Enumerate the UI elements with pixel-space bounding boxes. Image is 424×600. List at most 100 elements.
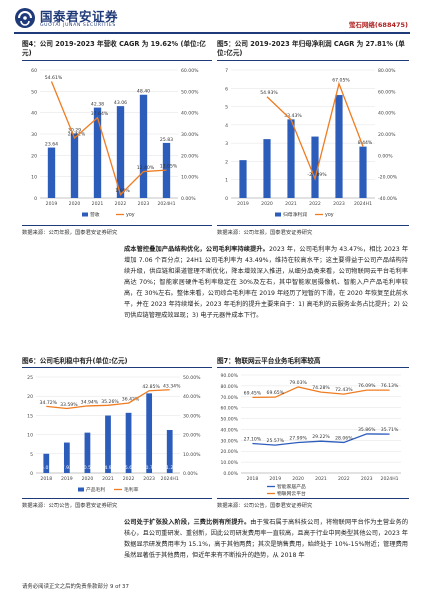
bar-data-label: 23.64 xyxy=(45,142,58,148)
line-data-label: 74.28% xyxy=(312,385,330,391)
x-tick-label: 2020 xyxy=(292,476,304,482)
y-tick-left: 60 xyxy=(31,68,37,74)
y-tick: 10.00% xyxy=(220,460,238,466)
line-data-label: 33.43% xyxy=(284,113,302,119)
fig7-title-rule xyxy=(217,367,409,368)
y-tick-right: 20.00% xyxy=(181,153,199,159)
x-tick-label: 2020 xyxy=(261,201,273,207)
y-tick-left: 20 xyxy=(27,394,33,400)
line-data-label: 28.06% xyxy=(335,435,353,441)
x-tick-label: 2022 xyxy=(115,201,127,207)
fig4-title-rule xyxy=(22,60,212,61)
x-tick-label: 2022 xyxy=(338,476,350,482)
y-tick-right: 40.00% xyxy=(378,111,396,117)
legend-swatch-bar xyxy=(275,212,281,217)
y-tick: 20.00% xyxy=(220,449,238,455)
paragraph2-lead: 公司处于扩张投入阶段，三费比例有所提升。 xyxy=(124,519,251,526)
fig5-source: 数据来源：公司年报，国泰君安证券研究 xyxy=(217,230,313,236)
legend-label: 产品毛利 xyxy=(86,486,105,493)
line-data-label: 67.05% xyxy=(332,77,350,83)
fig5-title-rule xyxy=(217,60,409,61)
line-data-label: 54.61% xyxy=(45,75,63,81)
y-tick-left: 7 xyxy=(225,68,228,74)
line-data-label: 27.99% xyxy=(289,436,307,442)
y-tick-left: 5 xyxy=(225,105,228,111)
y-tick-left: 1 xyxy=(225,178,228,184)
line-data-label: 8.44% xyxy=(358,140,373,146)
x-tick-label: 2021 xyxy=(315,476,327,482)
y-tick: 30.00% xyxy=(220,438,238,444)
brand-name-cn: 国泰君安证券 xyxy=(40,9,119,24)
x-tick-label: 2021 xyxy=(102,476,114,482)
y-tick-left: 30 xyxy=(31,132,37,138)
line-data-label: 1.60% xyxy=(115,188,130,194)
bar xyxy=(116,106,125,198)
y-tick-right: 20.00% xyxy=(378,132,396,138)
y-tick-right: 50.00% xyxy=(181,89,199,95)
line-data-label: 28.12% xyxy=(68,132,86,138)
bar-data-label: 5.01 xyxy=(41,465,51,471)
paragraph1-body: 2023 年，公司毛利率为 43.47%，相比 2023 年增加 7.06 个百… xyxy=(124,246,409,319)
fig7-source: 数据来源：公司公告，国泰君安证券研究 xyxy=(217,503,313,509)
legend-label: yoy xyxy=(325,213,334,218)
fig7-chart: 0.00% 10.00% 20.00% 30.00% 40.00% 50.00% 60.00… xyxy=(220,373,401,497)
line-data-label: 13.05% xyxy=(160,164,178,170)
line-data-label: 29.22% xyxy=(312,434,330,440)
fig6-chart: 0 5 10 15 20 25 0.00% 10.00% 20.00% 30.00% 40.00% 5… xyxy=(27,375,201,493)
y-tick: 90.00% xyxy=(220,373,238,379)
legend-swatch-bar xyxy=(82,212,88,217)
fig4-chart: 0 10 20 30 40 50 60 0.00% 10.00% 20.00% 30.00% 40.0… xyxy=(31,68,199,218)
series-line xyxy=(252,433,390,446)
fig6-title: 图6：公司毛利稳中有升(单位:亿元) xyxy=(22,357,128,365)
bar xyxy=(84,432,91,473)
yoy-line xyxy=(46,389,170,410)
y-tick-left: 25 xyxy=(27,375,33,381)
y-tick-right: 10.00% xyxy=(183,452,201,458)
bar-data-label: 14.96 xyxy=(101,465,114,471)
x-tick-label: 2023 xyxy=(143,476,155,482)
y-tick-left: 4 xyxy=(225,123,228,129)
line-data-label: 69.65% xyxy=(267,390,285,396)
fig5-chart: 0 1 2 3 4 5 6 7 -40.00% -20.00% 0.00% 20.00% 40.00% 6… xyxy=(225,68,398,218)
legend-label: 智能家居产品 xyxy=(277,483,306,490)
y-tick-right: 20.00% xyxy=(183,433,201,439)
y-tick-right: 0.00% xyxy=(181,196,196,202)
line-data-label: 25.57% xyxy=(267,438,285,444)
y-tick-left: 50 xyxy=(31,89,37,95)
line-data-label: 35.26% xyxy=(101,399,119,405)
line-data-label: 34.72% xyxy=(40,400,58,406)
header-rule xyxy=(14,32,410,34)
line-data-label: 36.42% xyxy=(122,397,140,403)
y-tick-right: 30.00% xyxy=(181,132,199,138)
fig4-source: 数据来源：公司年报，国泰君安证券研究 xyxy=(22,230,118,236)
bar-data-label: 15.67 xyxy=(122,465,135,471)
y-tick-right: 0.00% xyxy=(183,471,198,477)
y-tick-left: 10 xyxy=(31,175,37,181)
y-tick-left: 0 xyxy=(34,196,37,202)
x-tick-label: 2018 xyxy=(247,476,259,482)
y-tick-left: 5 xyxy=(30,452,33,458)
line-data-label: 76.13% xyxy=(381,383,399,389)
bar xyxy=(63,442,70,473)
x-tick-label: 2019 xyxy=(61,476,73,482)
x-tick-label: 2022 xyxy=(123,476,135,482)
x-tick-label: 2023 xyxy=(138,201,150,207)
bar xyxy=(263,139,271,198)
fig6-bottom-rule xyxy=(22,498,212,499)
y-tick-right: 40.00% xyxy=(183,394,201,400)
bar xyxy=(105,415,111,473)
x-tick-label: 2023 xyxy=(361,476,373,482)
bar xyxy=(93,107,102,198)
legend-label: 营收 xyxy=(90,211,100,218)
x-tick-label: 2018 xyxy=(40,476,52,482)
legend-label: 毛利率 xyxy=(124,486,139,493)
y-tick-left: 0 xyxy=(30,471,33,477)
legend-swatch-bar xyxy=(78,487,84,492)
y-tick: 0.00% xyxy=(223,471,238,477)
x-tick-label: 2023 xyxy=(333,201,345,207)
x-tick-label: 2024H1 xyxy=(381,476,399,482)
legend-label: yoy xyxy=(126,213,135,218)
bar-data-label: 43.06 xyxy=(114,100,127,106)
fig4-title: 图4：公司 2019-2023 年营收 CAGR 为 19.62% (单位:亿元… xyxy=(22,40,206,57)
fig6-title-rule xyxy=(22,367,212,368)
